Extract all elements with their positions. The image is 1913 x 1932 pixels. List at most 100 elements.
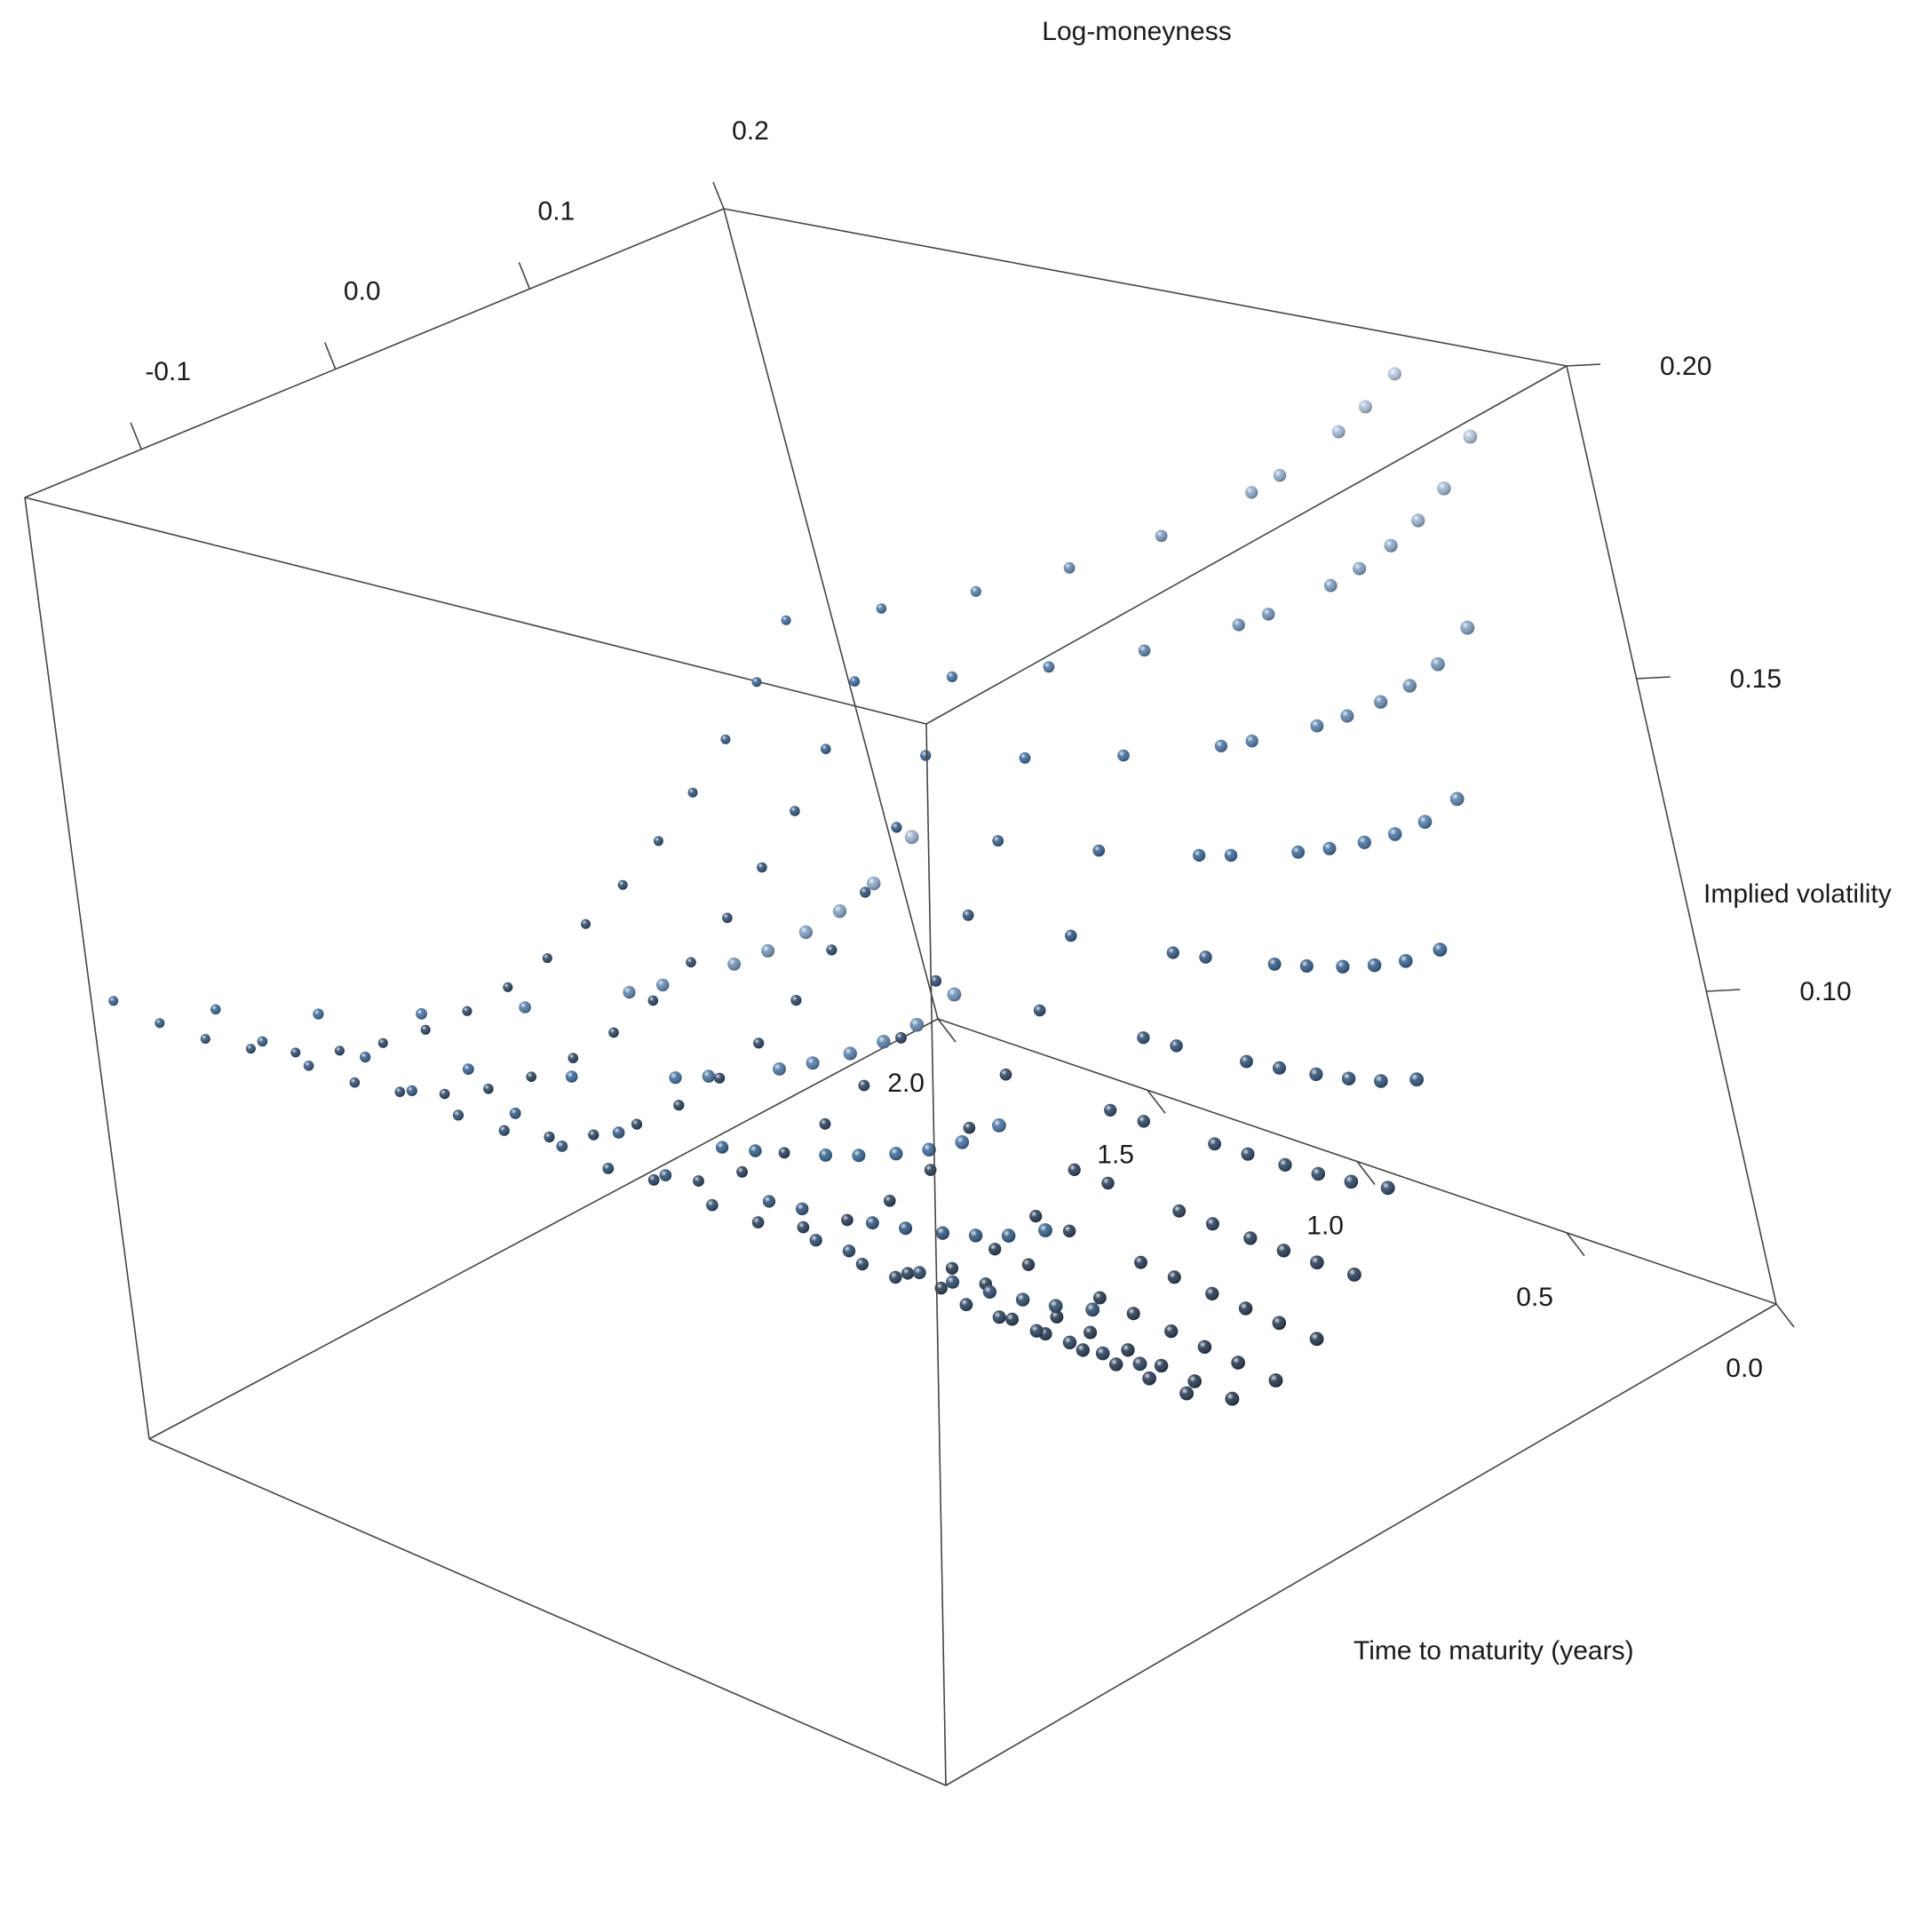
data-point bbox=[360, 1051, 371, 1063]
data-point bbox=[982, 1284, 996, 1299]
data-point bbox=[1243, 1231, 1258, 1245]
z-tick-label: 0.20 bbox=[1660, 352, 1711, 381]
data-point bbox=[1387, 367, 1401, 381]
data-point bbox=[798, 925, 814, 939]
data-point bbox=[1154, 1358, 1169, 1373]
data-point-highlight bbox=[257, 1036, 268, 1047]
data-point bbox=[1063, 561, 1076, 574]
data-point-highlight bbox=[1193, 848, 1206, 863]
data-point bbox=[866, 1216, 879, 1230]
data-point-highlight bbox=[843, 1046, 857, 1061]
data-point bbox=[843, 1046, 857, 1061]
data-point-highlight bbox=[970, 585, 981, 597]
data-point bbox=[1084, 1325, 1098, 1340]
data-point bbox=[542, 953, 552, 964]
data-point bbox=[858, 1079, 870, 1092]
data-point bbox=[1357, 835, 1371, 849]
data-point-highlight bbox=[462, 1006, 472, 1016]
data-point bbox=[1085, 1302, 1100, 1317]
data-point bbox=[420, 1024, 431, 1035]
data-point-highlight bbox=[313, 1008, 324, 1020]
data-point-highlight bbox=[959, 1298, 973, 1312]
data-point-highlight bbox=[1358, 400, 1372, 414]
data-point bbox=[155, 1018, 165, 1029]
data-point bbox=[1411, 513, 1425, 528]
data-point-highlight bbox=[544, 1131, 555, 1143]
data-point bbox=[631, 1118, 643, 1130]
data-point bbox=[935, 1226, 949, 1240]
data-point-highlight bbox=[1197, 1340, 1212, 1355]
data-point bbox=[462, 1063, 474, 1075]
data-point bbox=[762, 1195, 776, 1208]
z-tick-mark bbox=[1636, 676, 1671, 680]
y-tick-label: 1.0 bbox=[1306, 1212, 1344, 1241]
data-point-highlight bbox=[790, 995, 802, 1006]
data-point bbox=[1268, 1373, 1283, 1387]
x-tick-label: -0.1 bbox=[145, 357, 191, 386]
data-point-highlight bbox=[1167, 1270, 1181, 1284]
data-point-highlight bbox=[706, 1198, 718, 1212]
data-point bbox=[1015, 1292, 1030, 1307]
data-point-highlight bbox=[753, 1038, 765, 1049]
data-point bbox=[1166, 946, 1179, 959]
data-point bbox=[673, 1100, 685, 1111]
data-point-highlight bbox=[727, 957, 741, 971]
data-point bbox=[809, 1234, 822, 1247]
box-edge bbox=[945, 1303, 1777, 1786]
data-point-highlight bbox=[1411, 513, 1425, 528]
data-point bbox=[602, 1163, 615, 1174]
data-point-highlight bbox=[686, 957, 696, 968]
data-point bbox=[1155, 529, 1168, 543]
data-point-highlight bbox=[1166, 946, 1179, 959]
data-point bbox=[992, 835, 1004, 847]
data-point-highlight bbox=[588, 1129, 599, 1141]
data-point-highlight bbox=[687, 787, 698, 798]
data-point bbox=[1384, 538, 1398, 553]
data-point-highlight bbox=[394, 1086, 406, 1097]
data-point-highlight bbox=[1388, 827, 1402, 841]
data-point-highlight bbox=[841, 1213, 853, 1227]
data-points bbox=[108, 367, 1478, 1406]
y-tick-label: 0.5 bbox=[1516, 1283, 1553, 1312]
data-point-highlight bbox=[762, 1195, 776, 1208]
data-point-highlight bbox=[1357, 835, 1371, 849]
x-axis-title: Log-moneyness bbox=[1042, 17, 1231, 46]
data-point-highlight bbox=[377, 1038, 388, 1048]
data-point-highlight bbox=[992, 1118, 1006, 1133]
data-point-highlight bbox=[999, 1068, 1012, 1081]
data-point-highlight bbox=[1243, 1231, 1258, 1245]
data-point-highlight bbox=[1001, 1228, 1016, 1243]
data-point bbox=[1138, 644, 1151, 657]
data-point bbox=[1167, 1270, 1181, 1284]
data-point-highlight bbox=[1199, 950, 1212, 964]
data-point bbox=[659, 1169, 672, 1181]
data-point-highlight bbox=[360, 1051, 371, 1063]
data-point bbox=[1126, 1307, 1140, 1321]
data-point bbox=[313, 1008, 324, 1020]
data-point bbox=[1193, 848, 1206, 863]
data-point bbox=[1341, 1071, 1356, 1085]
data-point bbox=[773, 1062, 786, 1076]
y-tick-mark bbox=[1566, 1232, 1585, 1257]
data-point bbox=[889, 1270, 902, 1284]
data-point-highlight bbox=[1311, 1166, 1326, 1181]
data-point bbox=[1187, 1374, 1202, 1388]
data-point bbox=[1224, 848, 1238, 863]
data-point bbox=[1245, 735, 1258, 748]
data-point bbox=[1021, 1258, 1036, 1271]
data-point bbox=[377, 1038, 388, 1048]
data-point bbox=[962, 909, 974, 921]
data-point-highlight bbox=[1043, 661, 1055, 673]
data-point-highlight bbox=[1374, 1074, 1388, 1088]
data-point-highlight bbox=[852, 1149, 866, 1163]
data-point-highlight bbox=[1431, 656, 1445, 672]
data-point-highlight bbox=[945, 1261, 959, 1275]
data-point bbox=[1238, 1301, 1253, 1316]
data-point-highlight bbox=[778, 1147, 790, 1159]
data-point-highlight bbox=[1092, 844, 1106, 857]
data-point-highlight bbox=[884, 1195, 896, 1207]
data-point-highlight bbox=[1062, 1335, 1077, 1350]
data-point-highlight bbox=[210, 1004, 221, 1015]
data-point-highlight bbox=[1005, 1312, 1019, 1326]
